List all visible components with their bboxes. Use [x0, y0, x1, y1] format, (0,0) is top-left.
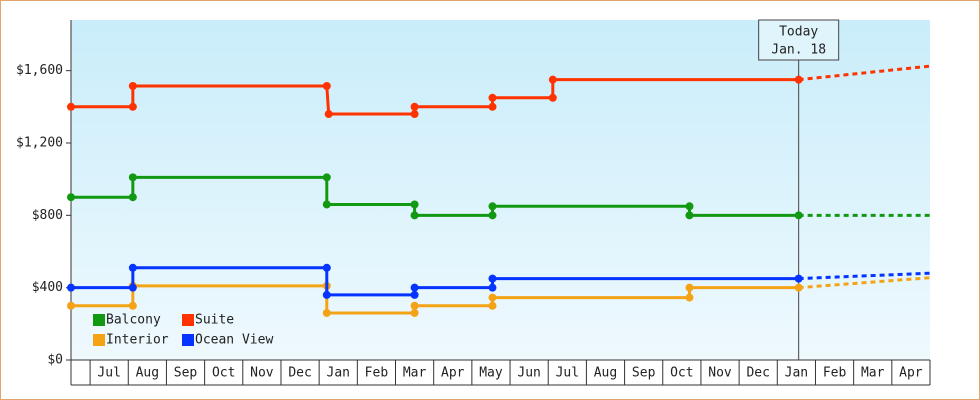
- data-point: [410, 283, 419, 292]
- data-point: [410, 200, 419, 209]
- y-tick-label: $400: [32, 280, 63, 295]
- data-point: [128, 263, 137, 272]
- data-point: [488, 293, 497, 302]
- plot-area: [71, 20, 930, 360]
- y-tick-label: $800: [32, 208, 63, 223]
- y-tick-label: $0: [47, 353, 63, 368]
- data-point: [128, 102, 137, 111]
- data-point: [410, 301, 419, 310]
- y-tick-label: $1,200: [16, 135, 63, 150]
- x-tick-label: Jan: [327, 366, 350, 381]
- legend-label: Interior: [106, 333, 169, 348]
- forecast-line: [798, 271, 931, 281]
- x-tick-label: Oct: [212, 366, 235, 381]
- data-point: [324, 110, 333, 119]
- series-line: [71, 266, 799, 297]
- data-point: [67, 102, 75, 111]
- x-tick-label: Feb: [365, 366, 389, 381]
- x-tick-label: Apr: [441, 366, 465, 381]
- x-tick-label: Oct: [670, 366, 693, 381]
- x-tick-label: Nov: [708, 366, 732, 381]
- data-point: [67, 193, 75, 202]
- data-point: [685, 211, 694, 220]
- data-point: [322, 308, 331, 317]
- data-point: [67, 301, 75, 310]
- data-point: [488, 283, 497, 292]
- legend-swatch: [93, 314, 105, 326]
- data-point: [410, 308, 419, 317]
- data-point: [67, 283, 75, 292]
- legend-swatch: [93, 334, 105, 346]
- data-point: [128, 283, 137, 292]
- data-point: [685, 293, 694, 302]
- data-point: [548, 75, 557, 84]
- y-tick-label: $1,600: [16, 63, 63, 78]
- legend-swatch: [182, 334, 194, 346]
- legend-label: Balcony: [106, 313, 161, 328]
- x-tick-label: Jul: [97, 366, 120, 381]
- data-point: [322, 82, 331, 91]
- data-point: [322, 263, 331, 272]
- data-point: [322, 200, 331, 209]
- x-tick-label: Mar: [403, 366, 427, 381]
- x-tick-label: May: [479, 366, 503, 381]
- data-point: [322, 290, 331, 299]
- data-point: [794, 274, 803, 283]
- annotation-text: Jan. 18: [771, 43, 826, 58]
- data-point: [794, 75, 803, 84]
- data-point: [488, 102, 497, 111]
- data-point: [488, 274, 497, 283]
- x-tick-label: Sep: [632, 366, 656, 381]
- x-tick-label: Jul: [556, 366, 579, 381]
- x-tick-label: Feb: [823, 366, 847, 381]
- forecast-line: [798, 64, 931, 82]
- data-point: [128, 301, 137, 310]
- data-point: [410, 110, 419, 119]
- data-point: [128, 193, 137, 202]
- data-point: [488, 202, 497, 211]
- data-point: [410, 102, 419, 111]
- data-point: [488, 211, 497, 220]
- legend-label: Ocean View: [195, 333, 273, 348]
- x-tick-label: Jun: [517, 366, 540, 381]
- legend-swatch: [182, 314, 194, 326]
- data-point: [322, 173, 331, 182]
- data-point: [548, 93, 557, 102]
- data-point: [794, 283, 803, 292]
- data-point: [685, 202, 694, 211]
- x-tick-label: Nov: [250, 366, 274, 381]
- annotation-text: Today: [779, 25, 818, 40]
- forecast-line: [798, 276, 931, 290]
- x-tick-label: Dec: [746, 366, 769, 381]
- x-tick-label: Apr: [899, 366, 923, 381]
- x-tick-label: Dec: [288, 366, 311, 381]
- data-point: [410, 211, 419, 220]
- data-point: [128, 173, 137, 182]
- x-tick-label: Jan: [785, 366, 808, 381]
- data-point: [685, 283, 694, 292]
- legend-label: Suite: [195, 313, 234, 328]
- x-tick-label: Sep: [174, 366, 198, 381]
- data-point: [410, 290, 419, 299]
- x-tick-label: Mar: [861, 366, 885, 381]
- x-tick-label: Aug: [594, 366, 617, 381]
- data-point: [488, 93, 497, 102]
- data-point: [488, 301, 497, 310]
- x-tick-label: Aug: [136, 366, 159, 381]
- data-point: [794, 211, 803, 220]
- data-point: [128, 82, 137, 91]
- today-box: [758, 19, 840, 61]
